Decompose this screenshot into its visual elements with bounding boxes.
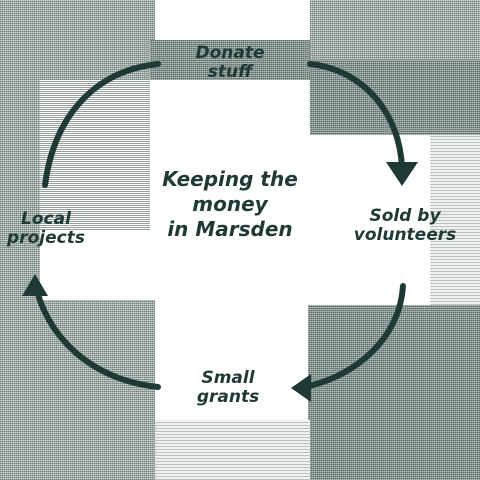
arrowhead-bottom [291, 374, 311, 402]
texture-bottom-left [0, 300, 155, 480]
center-title-line2: money [192, 192, 268, 216]
texture-top-band [150, 40, 310, 80]
node-local-projects: Local projects [0, 209, 92, 249]
arrow-projects-to-donate [42, 61, 161, 188]
center-title-line3: in Marsden [167, 217, 293, 241]
texture-top-left [0, 0, 155, 80]
node-grants-line1: Small [201, 368, 255, 388]
node-sold-line2: volunteers [353, 225, 457, 246]
texture-bottom-right [308, 305, 480, 480]
node-donate-stuff: Donate stuff [180, 43, 280, 83]
arrow-sold-to-grants [302, 283, 406, 390]
node-projects-line2: projects [7, 228, 85, 249]
node-small-grants: Small grants [178, 368, 278, 408]
arrowhead-left [22, 274, 48, 296]
center-title-line1: Keeping the [162, 167, 298, 191]
node-sold-by-volunteers: Sold by volunteers [345, 206, 465, 246]
node-donate-line2: stuff [207, 62, 253, 83]
texture-right-middle [430, 135, 480, 305]
node-sold-line1: Sold by [369, 206, 441, 226]
node-projects-line1: Local [21, 209, 71, 229]
texture-bottom-center [155, 420, 310, 480]
node-donate-line1: Donate [195, 43, 265, 63]
texture-left-column [0, 80, 40, 300]
texture-top-right [310, 0, 480, 60]
arrow-donate-to-sold [307, 61, 405, 171]
arrowhead-right [386, 162, 418, 186]
node-grants-line2: grants [196, 387, 260, 408]
arrow-grants-to-projects [32, 279, 161, 390]
center-title: Keeping the money in Marsden [150, 167, 310, 242]
texture-left-stripe [40, 80, 150, 230]
